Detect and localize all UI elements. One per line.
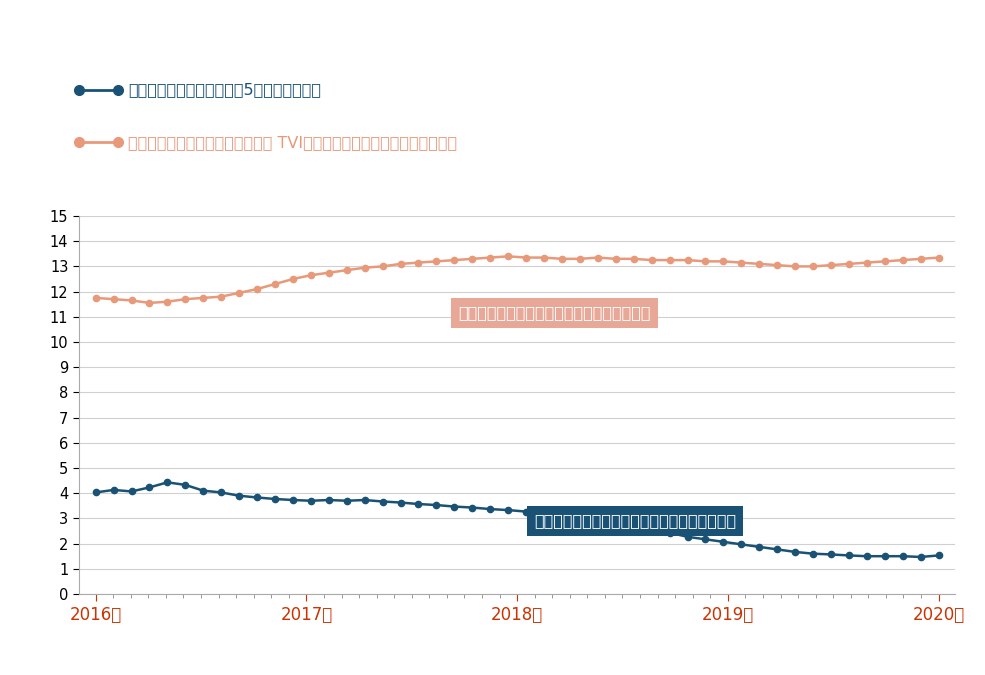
Text: 株式会社タス「賃貸住宅市場レポート」より: 株式会社タス「賃貸住宅市場レポート」より	[458, 306, 651, 321]
Text: オフィス平均空室率：都心5区（単位：％）: オフィス平均空室率：都心5区（単位：％）	[128, 82, 321, 98]
Text: 過去4年間の平均空室率の推移: 過去4年間の平均空室率の推移	[392, 18, 593, 43]
Text: 三鬼商事株式会社「全国オフィスデータ」より: 三鬼商事株式会社「全国オフィスデータ」より	[534, 514, 736, 529]
Text: タス空室率インデックス〈空室率 TVI〉：東京都全域（単位：ポイント）: タス空室率インデックス〈空室率 TVI〉：東京都全域（単位：ポイント）	[128, 135, 457, 150]
